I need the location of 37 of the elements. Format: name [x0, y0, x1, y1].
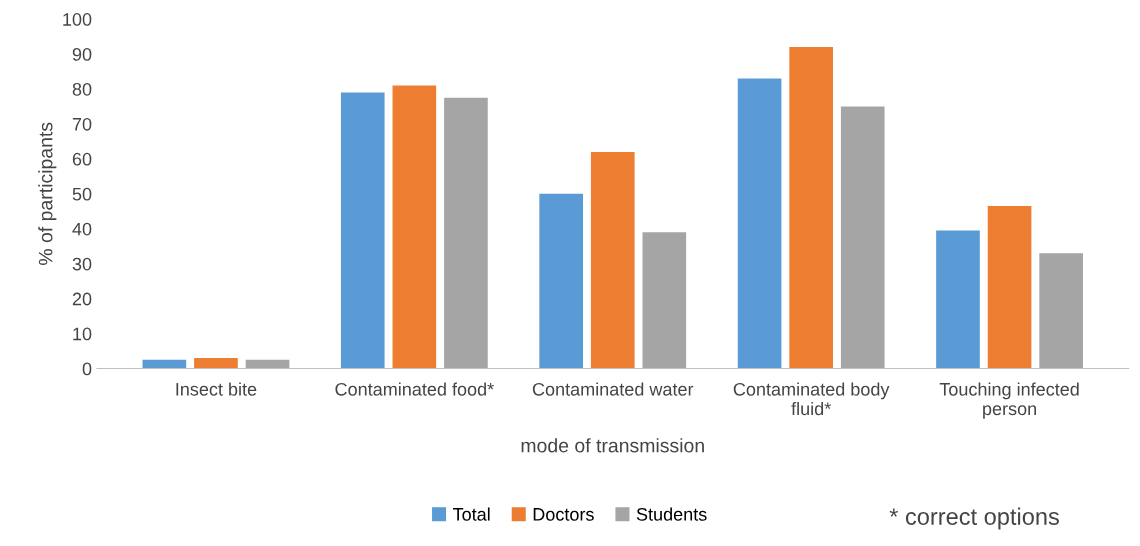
bar	[590, 151, 635, 369]
bar	[444, 97, 488, 369]
bar	[987, 206, 1032, 369]
x-axis-title: mode of transmission	[521, 438, 704, 453]
bar	[936, 230, 980, 369]
x-tick-label: Contaminated body fluid*	[733, 382, 890, 416]
y-tick-label: 70	[72, 117, 92, 131]
y-tick-label: 80	[72, 82, 92, 96]
y-tick-label: 100	[63, 13, 92, 26]
bar	[840, 106, 885, 369]
legend-label: Students	[636, 507, 707, 521]
y-tick-label: 30	[72, 257, 92, 271]
bar	[392, 85, 437, 369]
x-tick-label: Insect bite	[176, 382, 257, 396]
bar	[194, 358, 238, 369]
y-tick-label: 60	[72, 152, 92, 166]
x-tick-label: Contaminated water	[532, 382, 694, 396]
bar	[789, 47, 833, 369]
y-tick-label: 90	[72, 47, 92, 61]
bar	[245, 359, 290, 369]
y-tick-label: 10	[73, 327, 92, 341]
y-tick-label: 20	[72, 292, 92, 306]
bar	[340, 92, 385, 369]
x-tick-label: Contaminated food*	[335, 382, 494, 396]
bar	[1039, 253, 1083, 369]
bar	[142, 359, 187, 369]
bar	[737, 78, 782, 369]
y-tick-label: 50	[72, 187, 92, 201]
y-tick-label: 40	[72, 222, 92, 236]
legend-label: Total	[453, 507, 490, 521]
y-axis-title: % of participants	[38, 122, 57, 266]
y-tick-label: 0	[82, 362, 92, 376]
x-tick-label: Touching infected person	[939, 382, 1079, 419]
text: * correct options	[889, 507, 1059, 530]
bar	[642, 232, 687, 369]
bar	[539, 193, 583, 369]
legend-label: Doctors	[533, 508, 594, 521]
